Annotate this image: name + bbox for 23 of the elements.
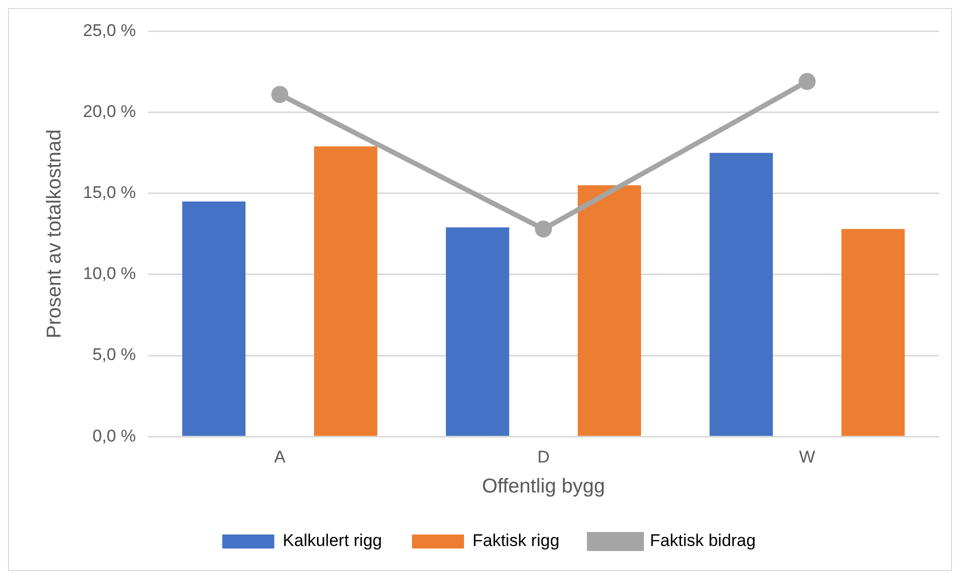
y-tick-label: 5,0 %	[92, 345, 136, 364]
bar	[446, 227, 510, 436]
y-tick-label: 25,0 %	[82, 20, 136, 40]
legend-label: Faktisk bidrag	[650, 531, 756, 550]
x-tick-label: A	[274, 447, 286, 466]
bar	[841, 229, 905, 436]
point	[271, 86, 288, 103]
x-tick-label: W	[799, 447, 816, 466]
point	[798, 72, 816, 90]
y-tick-label: 15,0 %	[82, 183, 136, 202]
y-tick-label: 20,0 %	[82, 102, 136, 121]
bar	[578, 185, 642, 436]
bar	[710, 152, 773, 436]
y-tick-label: 0,0 %	[92, 426, 136, 446]
y-axis-title: Prosent av totalkostnad	[44, 129, 66, 338]
y-tick-label: 10,0 %	[82, 264, 136, 284]
x-axis-title: Offentlig bygg	[482, 476, 605, 498]
legend-label: Faktisk rigg	[472, 531, 560, 550]
legend-label: Kalkulert rigg	[282, 531, 382, 550]
point	[534, 220, 552, 238]
bar	[182, 201, 246, 436]
bar	[314, 146, 378, 436]
x-tick-label: D	[537, 447, 550, 466]
